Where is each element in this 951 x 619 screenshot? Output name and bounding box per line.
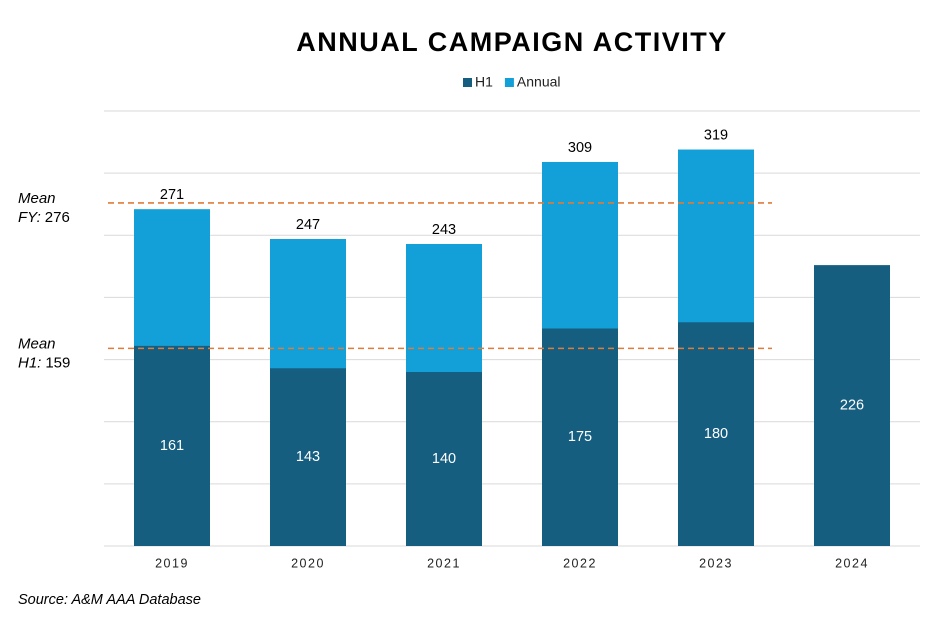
data-label: 271: [160, 187, 184, 203]
legend-swatch: [463, 78, 472, 87]
reference-label: Mean: [18, 190, 56, 207]
chart-title: ANNUAL CAMPAIGN ACTIVITY: [296, 27, 728, 57]
bar: [406, 372, 482, 546]
data-label: 161: [160, 438, 184, 454]
data-label: 309: [568, 140, 592, 156]
legend-swatch: [504, 78, 514, 87]
reference-label: FY:: [18, 209, 41, 226]
data-label: 140: [432, 451, 456, 467]
x-tick-label: 2022: [563, 556, 597, 570]
bar: [134, 345, 210, 546]
x-tick-label: 2023: [699, 556, 733, 570]
reference-label: FY: 276: [18, 209, 70, 226]
data-label: 180: [704, 426, 728, 442]
x-tick-label: 2019: [155, 556, 189, 570]
data-label: 175: [568, 429, 592, 445]
x-tick-label: 2021: [427, 556, 461, 570]
x-tick-label: 2024: [835, 556, 869, 570]
reference-label: H1:: [18, 354, 41, 371]
data-label: 319: [704, 127, 728, 143]
source-note: Source: A&M AAA Database: [18, 592, 201, 608]
legend-label: Annual: [517, 74, 561, 90]
x-tick-label: 2020: [291, 556, 325, 570]
bar: [270, 368, 346, 546]
bar: [542, 328, 618, 546]
data-label: 243: [432, 222, 456, 238]
legend-label: H1: [475, 74, 493, 90]
data-label: 143: [296, 449, 320, 465]
reference-value: 276: [45, 209, 70, 226]
bar: [814, 265, 890, 546]
reference-label: H1: 159: [18, 354, 70, 371]
reference-value: 159: [45, 354, 70, 371]
data-label: 226: [840, 397, 864, 413]
reference-label: Mean: [18, 335, 56, 352]
bar: [678, 322, 754, 546]
data-label: 247: [296, 217, 320, 233]
